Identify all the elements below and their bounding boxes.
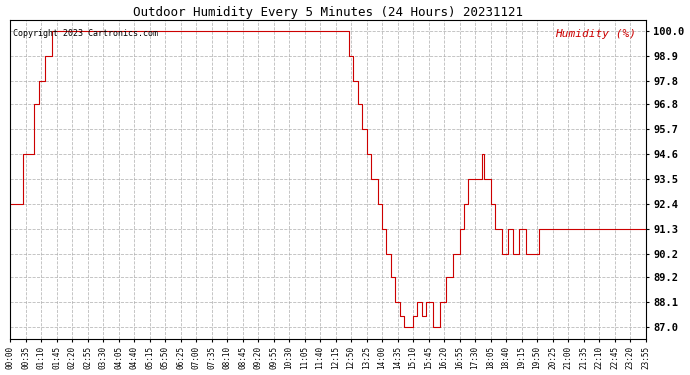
Text: Copyright 2023 Cartronics.com: Copyright 2023 Cartronics.com — [13, 29, 158, 38]
Title: Outdoor Humidity Every 5 Minutes (24 Hours) 20231121: Outdoor Humidity Every 5 Minutes (24 Hou… — [132, 6, 523, 18]
Text: Humidity (%): Humidity (%) — [555, 29, 636, 39]
